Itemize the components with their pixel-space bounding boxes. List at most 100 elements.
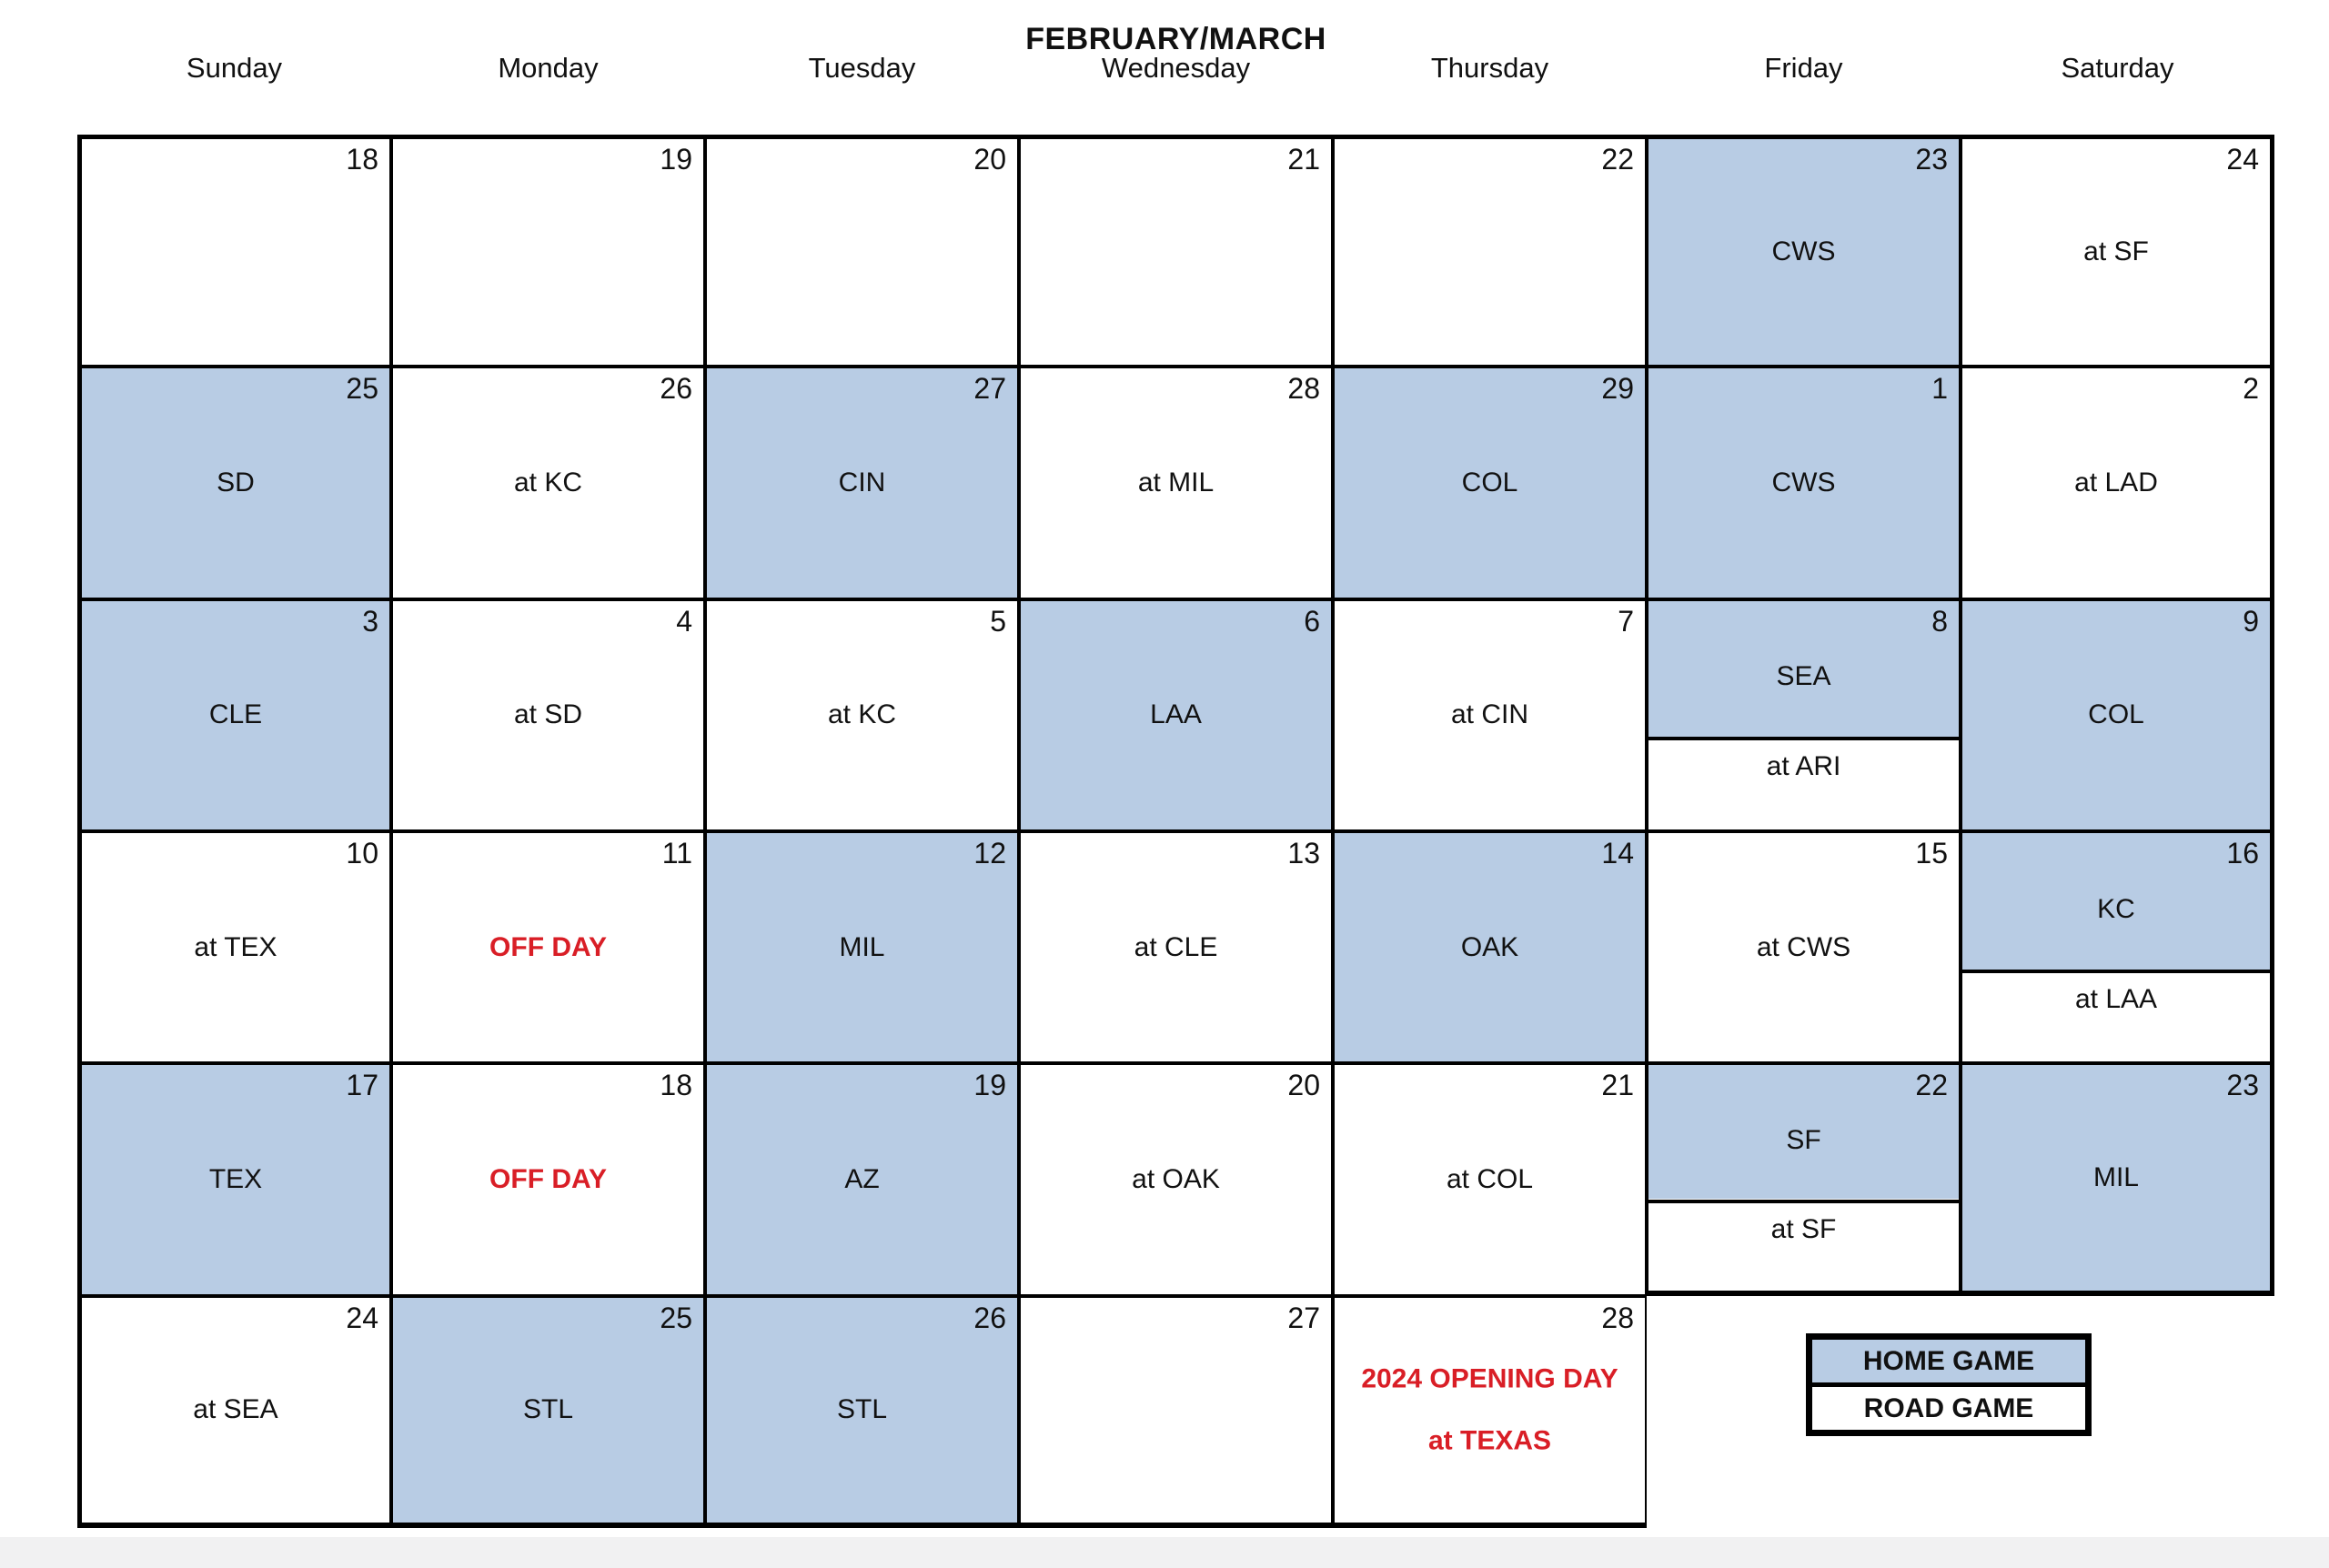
home-game-label: MIL [2092, 1161, 2139, 1192]
calendar-cell: 3 CLE [77, 598, 391, 831]
calendar-cell: 18 OFF DAY [391, 1063, 705, 1296]
calendar-cell: 14 OAK [1333, 830, 1647, 1064]
legend: HOME GAME ROAD GAME [1806, 1333, 2092, 1436]
home-game-label: OAK [1460, 931, 1519, 962]
weekday-header-monday: Monday [498, 52, 599, 84]
date-number: 22 [1915, 1069, 1948, 1102]
date-number: 9 [2243, 604, 2259, 638]
date-number: 17 [346, 1069, 378, 1102]
date-number: 2 [2243, 372, 2259, 406]
calendar-grid: 18 19 20 21 22 23 CWS 24 at SF 25 SD 26 at KC 27 CIN 28… [77, 135, 2274, 1528]
home-game-label: MIL [839, 931, 885, 962]
calendar-cell: 19 [391, 135, 705, 367]
date-number: 21 [1287, 143, 1320, 176]
legend-road-swatch: ROAD GAME [1812, 1387, 2085, 1430]
home-game-label: SD [217, 467, 255, 498]
date-number: 28 [1287, 372, 1320, 406]
legend-road-label: ROAD GAME [1863, 1392, 2034, 1423]
split-home-half: SF [1648, 1065, 1959, 1200]
calendar-cell: 12 MIL [705, 830, 1019, 1064]
date-number: 21 [1601, 1069, 1634, 1102]
home-game-label: CWS [1771, 467, 1836, 498]
road-game-label: at CIN [1450, 699, 1529, 730]
weekday-header-wednesday: Wednesday [1101, 52, 1251, 84]
weekday-header-sunday: Sunday [186, 52, 283, 84]
calendar-cell: 6 LAA [1019, 598, 1333, 831]
calendar-cell: 26 STL [705, 1295, 1019, 1528]
date-number: 29 [1601, 372, 1634, 406]
home-game-label: AZ [844, 1163, 880, 1194]
calendar-cell: 5 at KC [705, 598, 1019, 831]
date-number: 5 [990, 604, 1006, 638]
date-number: 25 [346, 372, 378, 406]
road-game-label: at COL [1446, 1163, 1534, 1194]
home-game-label: CWS [1771, 236, 1836, 267]
calendar-cell: 2 at LAD [1961, 367, 2274, 599]
date-number: 18 [660, 1069, 692, 1102]
road-game-label: at TEX [194, 931, 277, 962]
home-game-label: TEX [208, 1163, 263, 1194]
calendar-cell: 10 at TEX [77, 830, 391, 1064]
calendar-cell: 21 at COL [1333, 1063, 1647, 1296]
page-footer-strip [0, 1537, 2329, 1568]
date-number: 11 [661, 836, 692, 869]
calendar-cell: 29 COL [1333, 367, 1647, 599]
calendar-cell: 25 SD [77, 367, 391, 599]
date-number: 22 [1601, 143, 1634, 176]
date-number: 10 [346, 836, 378, 869]
calendar-cell: 19 AZ [705, 1063, 1019, 1296]
date-number: 26 [973, 1301, 1006, 1334]
split-home-half: SEA [1648, 600, 1959, 738]
legend-home-label: HOME GAME [1862, 1345, 2035, 1376]
calendar-cell: 27 CIN [705, 367, 1019, 599]
calendar-cell: 1 CWS [1647, 367, 1961, 599]
calendar-cell: 17 TEX [77, 1063, 391, 1296]
calendar-cell: 18 [77, 135, 391, 367]
calendar-cell: 25 STL [391, 1295, 705, 1528]
road-game-label: at OAK [1132, 1163, 1220, 1194]
date-number: 20 [973, 143, 1006, 176]
date-number: 24 [2226, 143, 2259, 176]
date-number: 14 [1601, 836, 1634, 869]
road-game-label: at SD [513, 699, 583, 730]
road-game-label: at SF [2083, 236, 2149, 267]
calendar-cell: 24 at SF [1961, 135, 2274, 367]
off-day-label: OFF DAY [489, 931, 607, 962]
date-number: 25 [660, 1301, 692, 1334]
home-game-label: CIN [838, 467, 886, 498]
road-game-label: at CLE [1134, 931, 1218, 962]
calendar-cell: 15 at CWS [1647, 830, 1961, 1064]
weekday-header-tuesday: Tuesday [808, 52, 916, 84]
opening-day-note: 2024 OPENING DAY at TEXAS [1361, 1363, 1618, 1456]
calendar-cell: 28 at MIL [1019, 367, 1333, 599]
road-game-label: at SF [1648, 1199, 1959, 1291]
calendar-cell: 28 2024 OPENING DAY at TEXAS [1333, 1295, 1647, 1528]
home-game-label: SF [1786, 1124, 1821, 1155]
calendar-cell: 22 [1333, 135, 1647, 367]
date-number: 27 [973, 372, 1006, 406]
calendar-cell: 13 at CLE [1019, 830, 1333, 1064]
road-game-label: at LAD [2074, 467, 2158, 498]
road-game-label: at SEA [193, 1394, 278, 1425]
date-number: 18 [346, 143, 378, 176]
date-number: 12 [973, 836, 1006, 869]
calendar-cell: 22 SF at SF [1647, 1063, 1961, 1296]
date-number: 3 [362, 604, 378, 638]
calendar-cell: 9 COL [1961, 598, 2274, 831]
road-game-label: at KC [513, 467, 583, 498]
home-game-label: LAA [1150, 699, 1202, 730]
date-number: 20 [1287, 1069, 1320, 1102]
calendar-cell: 26 at KC [391, 367, 705, 599]
road-game-label: at LAA [1962, 969, 2270, 1062]
date-number: 27 [1287, 1301, 1320, 1334]
calendar-cell: 20 at OAK [1019, 1063, 1333, 1296]
road-game-label: at MIL [1137, 467, 1215, 498]
calendar-cell: 4 at SD [391, 598, 705, 831]
date-number: 13 [1287, 836, 1320, 869]
calendar-cell: 24 at SEA [77, 1295, 391, 1528]
date-number: 1 [1931, 372, 1948, 406]
date-number: 23 [1915, 143, 1948, 176]
weekday-header-thursday: Thursday [1430, 52, 1549, 84]
home-game-label: COL [2088, 699, 2144, 730]
